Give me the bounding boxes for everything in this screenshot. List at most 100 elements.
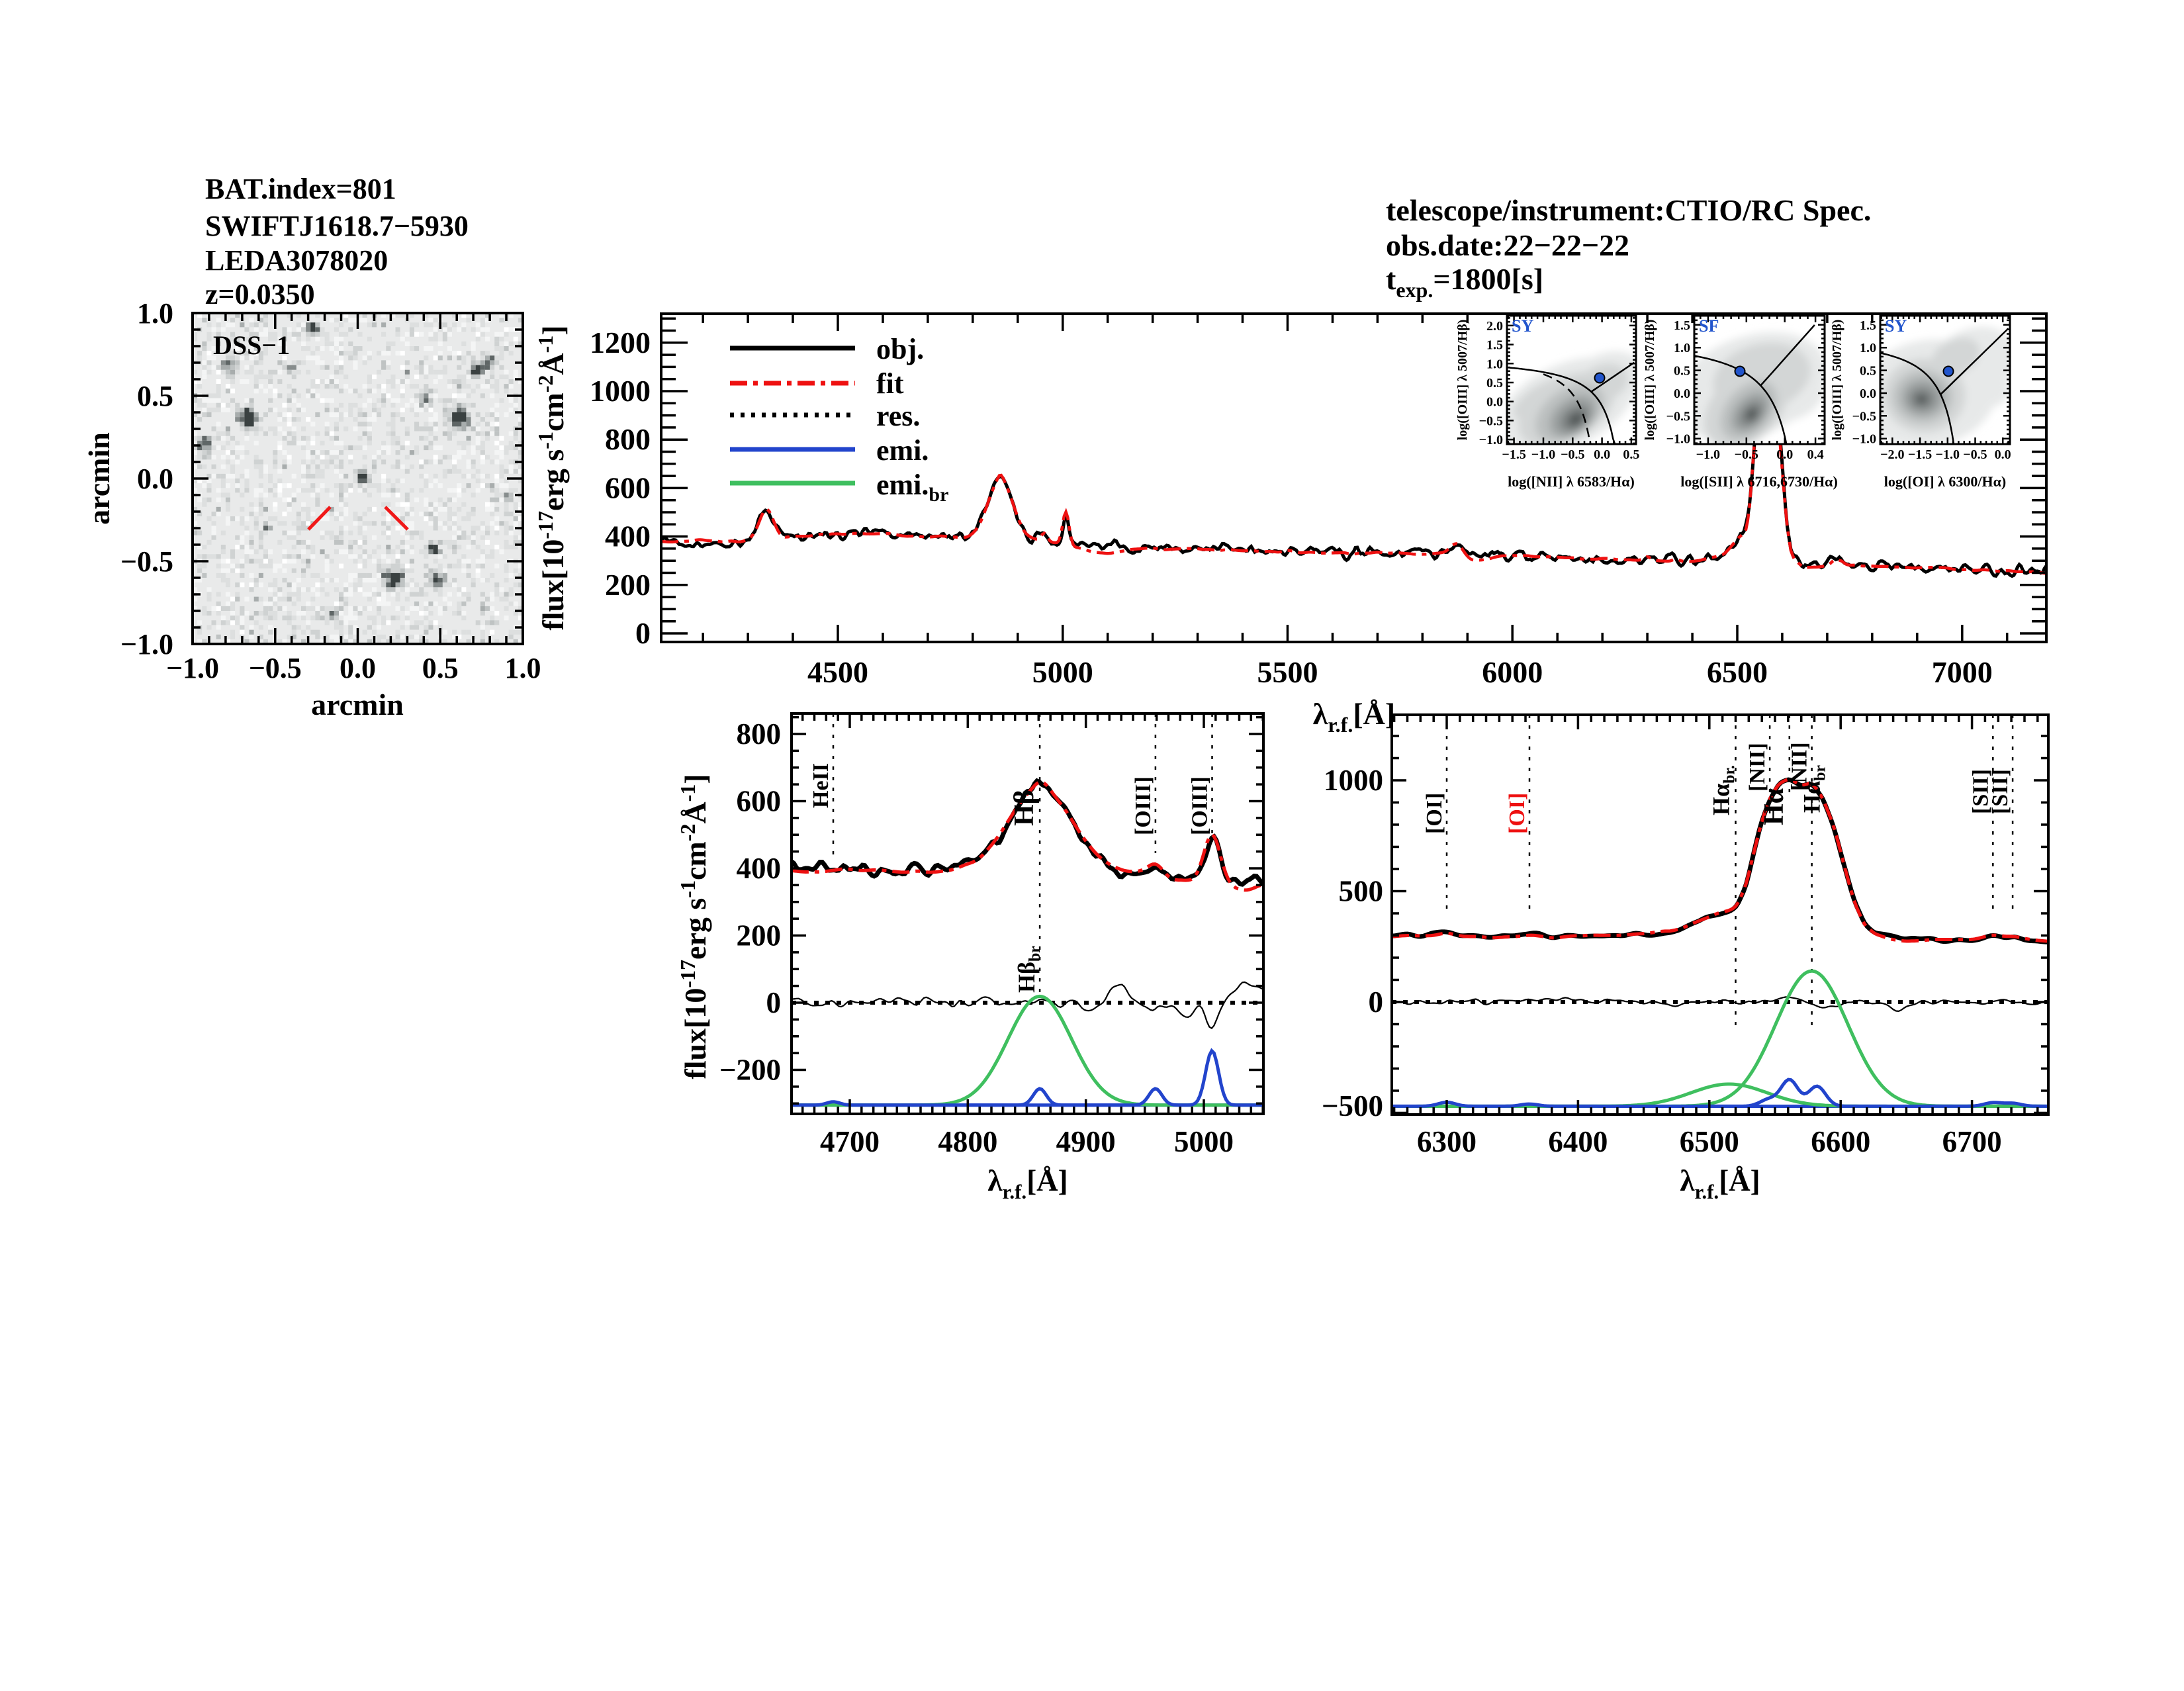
svg-text:−0.5: −0.5	[249, 652, 302, 684]
svg-text:1.0: 1.0	[1486, 357, 1503, 371]
svg-text:res.: res.	[876, 400, 920, 432]
svg-text:5000: 5000	[1032, 655, 1093, 689]
svg-text:HeII: HeII	[809, 763, 833, 808]
svg-text:−1.0: −1.0	[1852, 432, 1876, 447]
svg-text:0: 0	[635, 616, 651, 650]
svg-text:600: 600	[737, 785, 782, 818]
svg-text:6600: 6600	[1811, 1125, 1870, 1158]
svg-text:4900: 4900	[1056, 1125, 1116, 1158]
svg-text:−1.0: −1.0	[1696, 447, 1720, 462]
svg-text:SF: SF	[1699, 316, 1719, 336]
svg-text:telescope/instrument:CTIO/RC S: telescope/instrument:CTIO/RC Spec.	[1386, 193, 1871, 227]
svg-text:0.0: 0.0	[1486, 395, 1503, 410]
svg-text:0: 0	[766, 986, 782, 1019]
svg-text:5000: 5000	[1174, 1125, 1234, 1158]
svg-text:log([OIII] λ 5007/Hβ): log([OIII] λ 5007/Hβ)	[1830, 320, 1844, 441]
svg-text:flux[10-17erg s-1cm-2Å-1]: flux[10-17erg s-1cm-2Å-1]	[676, 774, 712, 1079]
svg-text:−0.5: −0.5	[1963, 447, 1987, 462]
svg-text:−0.5: −0.5	[120, 545, 173, 578]
svg-text:[OIII]: [OIII]	[1131, 776, 1156, 835]
svg-text:7000: 7000	[1932, 655, 1993, 689]
svg-text:500: 500	[1339, 875, 1384, 908]
svg-text:log([NII] λ 6583/Hα): log([NII] λ 6583/Hα)	[1508, 473, 1635, 490]
svg-text:0.5: 0.5	[422, 652, 459, 684]
svg-text:0.0: 0.0	[1776, 447, 1793, 462]
svg-text:−1.0: −1.0	[1936, 447, 1960, 462]
svg-text:1.5: 1.5	[1674, 318, 1690, 333]
svg-text:arcmin: arcmin	[82, 432, 116, 525]
svg-text:−2.0: −2.0	[1880, 447, 1904, 462]
svg-text:800: 800	[737, 717, 782, 751]
svg-text:λr.f.[Å]: λr.f.[Å]	[987, 1164, 1068, 1203]
svg-text:obs.date:22−22−22: obs.date:22−22−22	[1386, 228, 1629, 262]
svg-text:4500: 4500	[807, 655, 868, 689]
svg-text:−1.5: −1.5	[1908, 447, 1932, 462]
svg-text:1.5: 1.5	[1860, 318, 1876, 333]
svg-text:4800: 4800	[938, 1125, 997, 1158]
svg-text:−1.0: −1.0	[166, 652, 219, 684]
svg-text:4700: 4700	[820, 1125, 880, 1158]
svg-text:fit: fit	[876, 367, 904, 400]
svg-text:6000: 6000	[1482, 655, 1543, 689]
svg-text:[OI]: [OI]	[1422, 793, 1447, 834]
svg-text:0.0: 0.0	[1860, 387, 1876, 401]
svg-text:6500: 6500	[1707, 655, 1768, 689]
svg-text:−0.5: −0.5	[1735, 447, 1758, 462]
svg-text:0.5: 0.5	[1486, 376, 1503, 390]
svg-text:1.0: 1.0	[1674, 341, 1690, 355]
svg-text:log([OIII] λ 5007/Hβ): log([OIII] λ 5007/Hβ)	[1643, 320, 1657, 441]
svg-text:obj.: obj.	[876, 333, 924, 365]
svg-text:1.5: 1.5	[1486, 338, 1503, 353]
svg-text:SY: SY	[1512, 316, 1533, 336]
svg-text:emi.br: emi.br	[876, 469, 948, 506]
svg-text:−1.0: −1.0	[120, 628, 173, 661]
svg-text:5500: 5500	[1257, 655, 1318, 689]
svg-text:−1.0: −1.0	[1666, 432, 1690, 447]
svg-text:0.0: 0.0	[1995, 447, 2011, 462]
svg-text:6300: 6300	[1417, 1125, 1477, 1158]
svg-text:BAT.index=801: BAT.index=801	[205, 173, 396, 205]
svg-text:SY: SY	[1885, 316, 1907, 336]
svg-text:−0.5: −0.5	[1852, 409, 1876, 424]
svg-text:[OI]: [OI]	[1505, 793, 1529, 834]
svg-text:[SII]: [SII]	[1968, 769, 1993, 814]
svg-text:[NII]: [NII]	[1745, 743, 1770, 792]
svg-text:0.0: 0.0	[340, 652, 376, 684]
svg-text:z=0.0350: z=0.0350	[205, 278, 315, 310]
svg-text:0.5: 0.5	[1623, 447, 1639, 462]
svg-text:1200: 1200	[590, 326, 651, 359]
svg-text:log([SII] λ 6716,6730/Hα): log([SII] λ 6716,6730/Hα)	[1680, 473, 1838, 490]
svg-text:0.5: 0.5	[1674, 364, 1690, 379]
svg-text:λr.f.[Å]: λr.f.[Å]	[1313, 697, 1395, 737]
svg-text:0.0: 0.0	[1674, 387, 1690, 401]
svg-text:6400: 6400	[1548, 1125, 1608, 1158]
svg-text:1.0: 1.0	[137, 297, 173, 330]
svg-text:DSS−1: DSS−1	[213, 330, 290, 360]
svg-text:200: 200	[737, 919, 782, 952]
svg-text:−1.0: −1.0	[1531, 447, 1555, 462]
svg-text:400: 400	[605, 520, 651, 553]
svg-text:600: 600	[605, 471, 651, 504]
svg-text:1.0: 1.0	[505, 652, 541, 684]
svg-text:−500: −500	[1322, 1089, 1383, 1122]
svg-text:0.0: 0.0	[137, 463, 173, 495]
svg-text:log([OI] λ 6300/Hα): log([OI] λ 6300/Hα)	[1884, 473, 2006, 490]
svg-text:[OIII]: [OIII]	[1187, 776, 1212, 835]
svg-text:[SII]: [SII]	[1988, 769, 2013, 814]
svg-text:−200: −200	[719, 1054, 781, 1087]
svg-text:−1.0: −1.0	[1479, 433, 1503, 447]
svg-text:flux[10-17erg s-1cm-2Å-1]: flux[10-17erg s-1cm-2Å-1]	[533, 325, 570, 630]
svg-text:0: 0	[1369, 985, 1384, 1019]
svg-text:1.0: 1.0	[1860, 341, 1876, 355]
svg-text:log([OIII] λ 5007/Hβ): log([OIII] λ 5007/Hβ)	[1455, 320, 1470, 441]
svg-text:[NII]: [NII]	[1788, 742, 1812, 791]
svg-text:800: 800	[605, 422, 651, 456]
svg-text:0.5: 0.5	[1860, 364, 1876, 379]
svg-text:Hβ: Hβ	[1009, 790, 1040, 826]
svg-text:−0.5: −0.5	[1479, 414, 1503, 428]
svg-text:−0.5: −0.5	[1666, 409, 1690, 424]
svg-text:arcmin: arcmin	[311, 688, 404, 721]
svg-text:1000: 1000	[590, 374, 651, 408]
svg-text:0.4: 0.4	[1807, 447, 1824, 462]
svg-text:Hα: Hα	[1759, 788, 1790, 825]
